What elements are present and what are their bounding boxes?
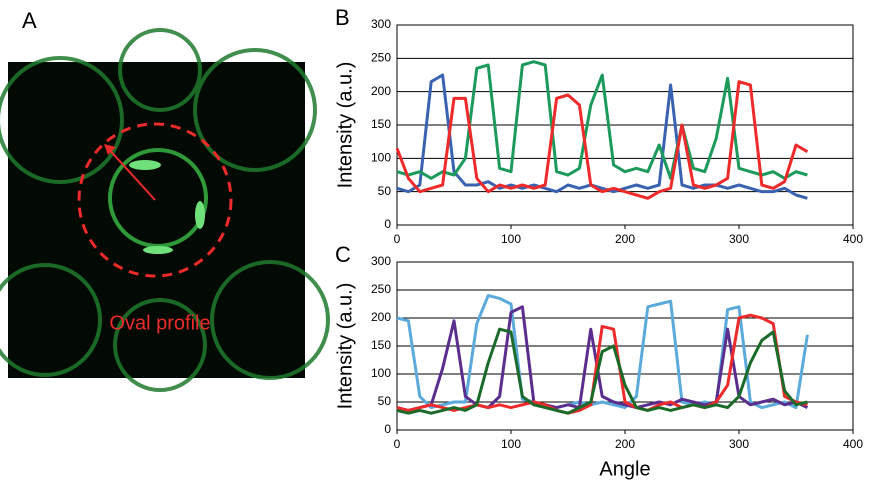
x-tick-label: 100 [501, 232, 521, 246]
x-axis-label: Angle [599, 458, 650, 480]
x-tick-label: 0 [394, 232, 401, 246]
x-tick-label: 200 [615, 437, 635, 451]
series-line [396, 294, 809, 410]
plot-frame [396, 261, 854, 431]
panel-label: B [335, 5, 350, 30]
micrograph [0, 28, 330, 392]
y-axis-label: Intensity (a.u.) [334, 283, 356, 410]
plot-frame [396, 24, 854, 226]
y-tick-label: 200 [371, 310, 391, 324]
y-tick-label: 300 [371, 254, 391, 268]
y-tick-label: 100 [371, 366, 391, 380]
y-tick-label: 200 [371, 84, 391, 98]
y-tick-label: 50 [378, 394, 392, 408]
series-line [395, 80, 809, 200]
y-tick-label: 0 [384, 217, 391, 231]
y-tick-label: 150 [371, 338, 391, 352]
y-tick-label: 150 [371, 117, 391, 131]
x-tick-label: 200 [615, 232, 635, 246]
x-tick-label: 0 [394, 437, 401, 451]
y-tick-label: 250 [371, 282, 391, 296]
panel-label: A [22, 8, 37, 33]
x-tick-label: 100 [501, 437, 521, 451]
y-axis-label: Intensity (a.u.) [334, 62, 356, 189]
series-line [396, 327, 808, 415]
annotation: Oval profile [109, 312, 210, 334]
series-line [396, 73, 808, 200]
y-tick-label: 250 [371, 51, 391, 65]
panel-label: C [335, 242, 351, 267]
y-tick-label: 0 [384, 422, 391, 436]
series-line [396, 60, 808, 180]
x-tick-label: 400 [843, 437, 863, 451]
y-tick-label: 100 [371, 151, 391, 165]
x-tick-label: 300 [729, 232, 749, 246]
y-tick-label: 50 [378, 184, 392, 198]
series-line [396, 313, 808, 415]
x-tick-label: 400 [843, 232, 863, 246]
x-tick-label: 300 [729, 437, 749, 451]
y-tick-label: 300 [371, 17, 391, 31]
